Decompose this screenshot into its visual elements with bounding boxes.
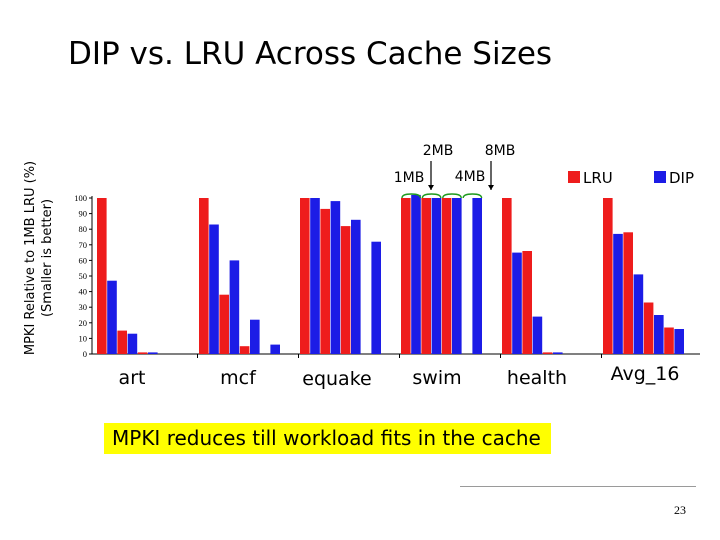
bar-dip-1mb <box>107 280 117 354</box>
y-tick-label: 100 <box>74 193 87 203</box>
callout-box: MPKI reduces till workload fits in the c… <box>104 423 551 454</box>
size-brace <box>401 193 422 199</box>
x-tick-label-equake: equake <box>302 368 371 390</box>
size-brace <box>462 193 483 199</box>
x-tick-label-swim: swim <box>412 367 461 389</box>
bar-lru-1mb <box>502 198 512 354</box>
bar-dip-1mb <box>512 252 522 354</box>
y-tick-label: 10 <box>79 333 88 343</box>
y-tick-label: 80 <box>79 224 88 234</box>
bar-group-art <box>97 198 158 354</box>
cache-size-label-1mb: 1MB <box>394 170 425 186</box>
bar-dip-2mb <box>127 333 138 354</box>
bar-dip-2mb <box>532 316 543 354</box>
bar-lru-4mb <box>441 198 452 354</box>
legend-swatch-lru <box>568 171 580 183</box>
slide-title: DIP vs. LRU Across Cache Sizes <box>68 36 553 72</box>
bar-lru-4mb <box>542 352 553 354</box>
bar-dip-4mb <box>553 352 563 354</box>
y-tick-label: 60 <box>79 255 88 265</box>
bar-dip-8mb <box>270 344 280 354</box>
cache-size-label-8mb: 8MB <box>485 143 516 159</box>
y-tick-label: 20 <box>79 318 88 328</box>
bar-group-swim <box>401 194 482 354</box>
y-tick-label: 70 <box>79 240 88 250</box>
legend: LRU DIP <box>568 169 694 187</box>
bar-lru-8mb <box>664 327 674 354</box>
bar-lru-2mb <box>623 232 633 354</box>
legend-swatch-dip <box>654 171 666 183</box>
y-tick-label: 50 <box>79 271 88 281</box>
bar-dip-2mb <box>431 198 442 354</box>
bar-dip-8mb <box>472 198 482 354</box>
bar-lru-1mb <box>300 198 310 354</box>
bar-group-mcf <box>199 198 280 354</box>
bar-lru-4mb <box>137 352 148 354</box>
x-tick-label-art: art <box>119 367 146 389</box>
bar-lru-2mb <box>320 208 330 354</box>
bar-dip-4mb <box>351 219 361 354</box>
bar-group-avg_16 <box>603 198 684 354</box>
bar-dip-8mb <box>674 329 684 354</box>
bar-lru-4mb <box>643 302 654 354</box>
bar-dip-4mb <box>250 319 260 354</box>
bar-dip-1mb <box>411 194 421 354</box>
bar-dip-4mb <box>452 198 462 354</box>
x-tick-label-avg_16: Avg_16 <box>611 363 680 385</box>
size-arrowhead <box>488 185 494 190</box>
bar-dip-4mb <box>654 315 664 354</box>
y-tick-label: 0 <box>83 349 87 359</box>
bar-dip-2mb <box>229 260 240 354</box>
y-tick-label: 30 <box>79 302 88 312</box>
bar-lru-1mb <box>603 198 613 354</box>
bar-lru-1mb <box>97 198 107 354</box>
legend-label-dip: DIP <box>669 169 694 187</box>
size-arrowhead <box>428 185 434 190</box>
bar-dip-2mb <box>633 274 644 354</box>
x-tick-label-health: health <box>507 367 567 389</box>
bar-dip-1mb <box>613 233 623 354</box>
size-brace <box>442 193 462 199</box>
size-brace <box>421 193 442 199</box>
footer-rule <box>460 486 696 487</box>
bar-dip-1mb <box>209 224 219 354</box>
bar-group-health <box>502 198 563 354</box>
bar-dip-8mb <box>371 241 381 354</box>
bar-lru-2mb <box>219 294 229 354</box>
bar-dip-1mb <box>310 198 320 354</box>
y-tick-label: 90 <box>79 209 88 219</box>
y-tick-label: 40 <box>79 287 88 297</box>
legend-label-lru: LRU <box>583 169 613 187</box>
bar-lru-2mb <box>522 251 532 354</box>
cache-size-label-2mb: 2MB <box>423 143 454 159</box>
bar-lru-2mb <box>421 198 431 354</box>
x-tick-label-mcf: mcf <box>220 367 257 389</box>
cache-size-label-4mb: 4MB <box>455 169 486 185</box>
bar-dip-4mb <box>148 352 158 354</box>
bar-group-equake <box>300 198 381 354</box>
bar-dip-2mb <box>330 201 341 354</box>
bar-lru-4mb <box>239 346 250 354</box>
bar-lru-4mb <box>340 226 351 354</box>
bar-lru-2mb <box>117 330 127 354</box>
bar-lru-1mb <box>199 198 209 354</box>
page-number: 23 <box>674 503 686 517</box>
bar-lru-1mb <box>401 198 411 354</box>
